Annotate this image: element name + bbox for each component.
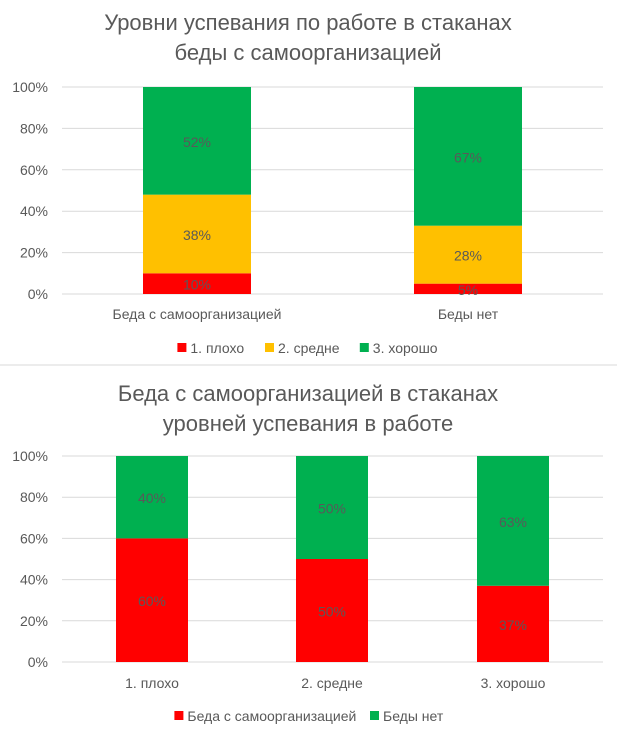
y-tick-label: 0% [28, 286, 48, 302]
bar-segment [414, 225, 522, 284]
legend: 1. плохо 2. средне 3. хорошо [177, 340, 438, 356]
data-label: 5% [458, 282, 478, 298]
bar-segment [414, 87, 522, 226]
data-label: 10% [183, 277, 211, 293]
bar-segment [296, 456, 368, 559]
bar-segment [477, 456, 549, 586]
chart-title-line: Уровни успевания по работе в стаканах [104, 10, 512, 35]
y-tick-label: 20% [20, 245, 48, 261]
legend-label: 3. хорошо [373, 340, 438, 356]
y-tick-label: 60% [20, 162, 48, 178]
data-label: 50% [318, 604, 346, 620]
data-label: 60% [138, 593, 166, 609]
y-tick-label: 100% [12, 448, 48, 464]
data-label: 50% [318, 501, 346, 517]
category-label: 2. средне [301, 675, 363, 691]
legend-swatch [174, 711, 184, 720]
legend-swatch [359, 343, 369, 352]
y-tick-label: 60% [20, 530, 48, 546]
bar-segment [414, 283, 522, 294]
legend-label: Беда с самоорганизацией [187, 708, 356, 724]
legend-swatch [265, 343, 274, 352]
y-tick-label: 40% [20, 203, 48, 219]
category-label: 3. хорошо [481, 675, 546, 691]
category-label: Беда с самоорганизацией [113, 306, 282, 322]
y-tick-label: 0% [28, 654, 48, 670]
legend-label: 2. средне [278, 340, 340, 356]
legend-label: Беды нет [383, 708, 444, 724]
y-tick-label: 80% [20, 489, 48, 505]
y-tick-label: 80% [20, 120, 48, 136]
bar-segment [116, 456, 188, 539]
data-label: 28% [454, 248, 482, 264]
bar-segment [143, 87, 251, 195]
bar-segment [296, 559, 368, 662]
data-label: 63% [499, 514, 527, 530]
data-label: 37% [499, 617, 527, 633]
y-tick-label: 100% [12, 79, 48, 95]
bar-segment [477, 585, 549, 662]
category-label: Беды нет [438, 306, 499, 322]
y-tick-label: 40% [20, 572, 48, 588]
bar-segment [143, 273, 251, 294]
bar-segment [143, 194, 251, 274]
legend-label: 1. плохо [190, 340, 244, 356]
chart-title-line: уровней успевания в работе [163, 411, 453, 436]
category-label: 1. плохо [125, 675, 179, 691]
chart-title-line: беды с самоорганизацией [175, 40, 442, 65]
data-label: 52% [183, 134, 211, 150]
chart-1: Уровни успевания по работе в стаканах бед… [12, 10, 603, 356]
data-label: 67% [454, 149, 482, 165]
legend-swatch [370, 711, 379, 720]
chart-title-line: Беда с самоорганизацией в стаканах [118, 381, 498, 406]
chart-2: Беда с самоорганизацией в стаканах уровне… [12, 381, 603, 724]
legend: Беда с самоорганизацией Беды нет [174, 708, 444, 724]
legend-swatch [177, 343, 187, 352]
data-label: 40% [138, 490, 166, 506]
data-label: 38% [183, 227, 211, 243]
y-tick-label: 20% [20, 613, 48, 629]
bar-segment [116, 538, 188, 662]
